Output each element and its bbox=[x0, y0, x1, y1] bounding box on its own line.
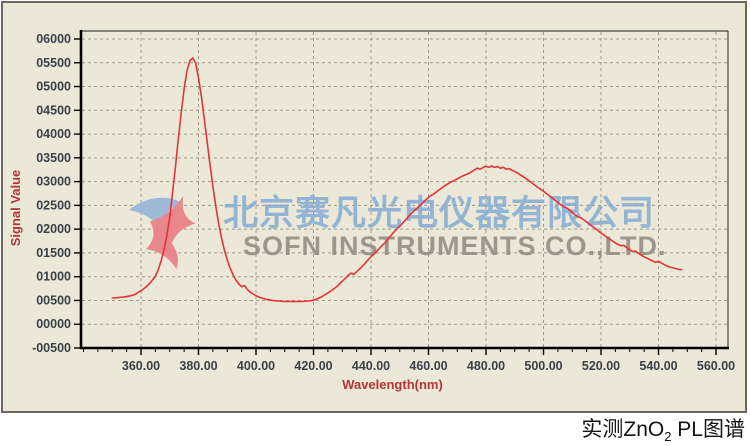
chart-panel: 06000 05500 05000 04500 04000 03500 03000 02500… bbox=[1, 1, 747, 413]
y-tick-label: 00000 bbox=[36, 317, 71, 331]
caption-prefix: 实测ZnO bbox=[581, 418, 665, 441]
y-tick-label: -00500 bbox=[32, 341, 71, 355]
y-tick-label: 04500 bbox=[36, 103, 71, 117]
x-tick-label: 400.00 bbox=[237, 359, 275, 373]
x-tick-label: 440.00 bbox=[352, 359, 390, 373]
pl-curve-layer bbox=[111, 57, 683, 303]
chart-caption: 实测ZnO2 PL图谱 bbox=[581, 413, 745, 446]
x-tick-label: 500.00 bbox=[524, 359, 562, 373]
caption-suffix: PL图谱 bbox=[671, 418, 745, 441]
x-tick-label: 480.00 bbox=[467, 359, 505, 373]
pl-signal-curve bbox=[111, 57, 683, 303]
y-tick-label: 03000 bbox=[36, 175, 71, 189]
y-tick-label: 05500 bbox=[36, 56, 71, 70]
x-tick-label: 520.00 bbox=[582, 359, 620, 373]
y-tick-label: 02500 bbox=[36, 198, 71, 212]
y-tick-label: 01000 bbox=[36, 270, 71, 284]
x-tick-label: 360.00 bbox=[122, 359, 160, 373]
caption-subscript: 2 bbox=[664, 429, 672, 445]
y-tick-label: 02000 bbox=[36, 222, 71, 236]
x-axis-title: Wavelength(nm) bbox=[342, 377, 443, 392]
y-tick-label: 04000 bbox=[36, 127, 71, 141]
y-axis-title: Signal Value bbox=[8, 170, 23, 247]
y-tick-label: 01500 bbox=[36, 246, 71, 260]
y-tick-label: 03500 bbox=[36, 151, 71, 165]
y-tick-label: 00500 bbox=[36, 293, 71, 307]
pl-spectrum-chart: 06000 05500 05000 04500 04000 03500 03000 02500… bbox=[8, 30, 735, 392]
y-tick-label: 06000 bbox=[36, 32, 71, 46]
y-tick-label: 05000 bbox=[36, 80, 71, 94]
x-tick-label: 460.00 bbox=[409, 359, 447, 373]
x-tick-label: 420.00 bbox=[294, 359, 332, 373]
x-tick-label: 540.00 bbox=[639, 359, 677, 373]
x-tick-label: 560.00 bbox=[697, 359, 735, 373]
x-tick-label: 380.00 bbox=[179, 359, 217, 373]
